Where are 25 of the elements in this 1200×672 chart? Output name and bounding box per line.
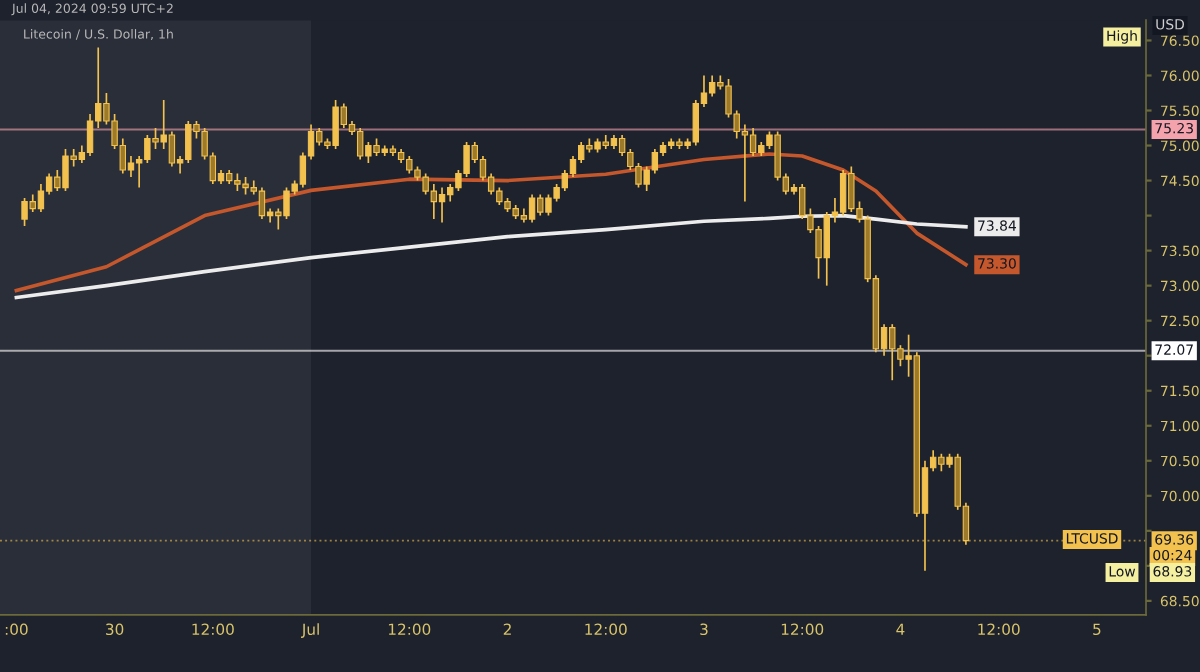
candlestick <box>692 99 700 147</box>
candlestick <box>848 165 855 213</box>
candlestick <box>823 211 830 287</box>
candlestick <box>430 183 438 220</box>
candlestick <box>283 186 290 220</box>
candlestick <box>545 193 552 217</box>
candlestick <box>62 148 69 192</box>
candlestick <box>144 134 151 164</box>
candlestick <box>537 193 544 217</box>
candlestick <box>21 197 28 227</box>
candlestick <box>37 183 45 213</box>
line-series <box>14 152 968 293</box>
candlestick <box>258 186 266 220</box>
line-series <box>14 213 968 300</box>
candlestick <box>332 99 339 150</box>
candlestick <box>422 172 429 196</box>
candlestick <box>438 186 446 224</box>
candlestick <box>889 323 896 382</box>
candlestick <box>185 120 192 164</box>
candlestick <box>708 74 716 98</box>
candlestick <box>356 127 364 161</box>
candlestick <box>749 127 757 157</box>
candlestick <box>839 169 847 217</box>
candlestick <box>528 193 536 224</box>
candlestick <box>168 130 176 168</box>
